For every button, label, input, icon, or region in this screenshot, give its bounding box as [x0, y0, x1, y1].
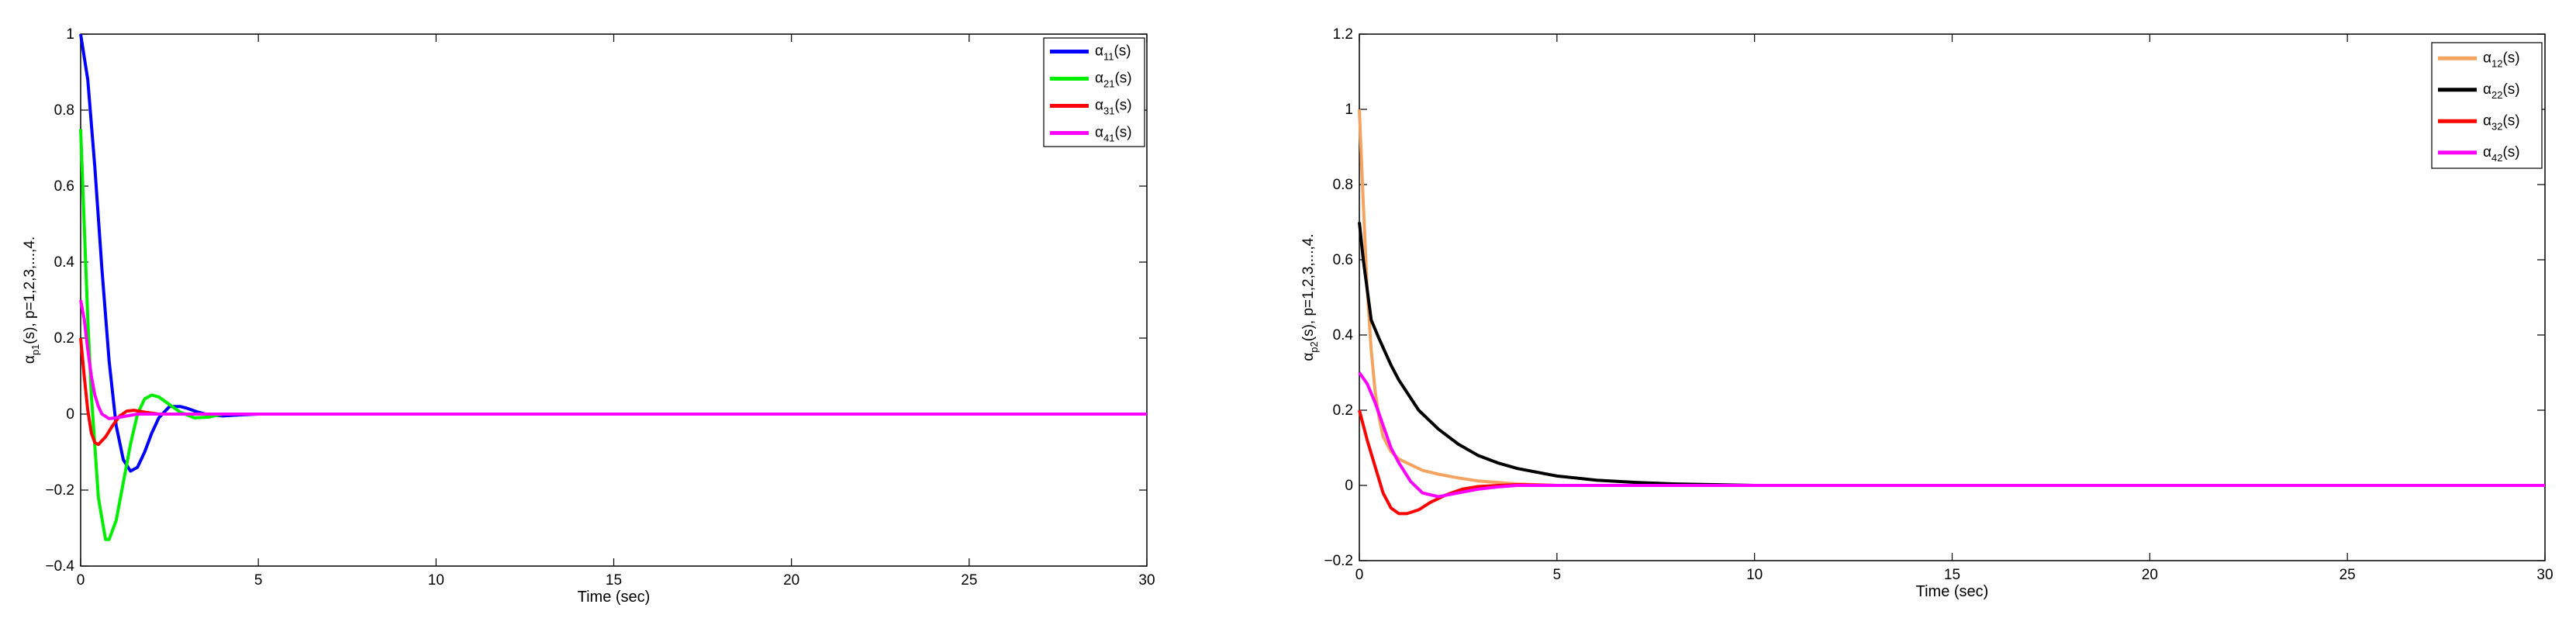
y-tick-label: 0 [1345, 478, 1353, 494]
legend: α12(s) α22(s) α32(s) α42(s) [2431, 42, 2543, 169]
y-tick-label: 0.6 [54, 178, 74, 195]
x-tick-label: 0 [1355, 567, 1364, 583]
x-tick-label: 20 [783, 572, 799, 589]
x-tick-label: 25 [961, 572, 977, 589]
y-axis-label: αp1(s), p=1,2,3,...,4. [22, 237, 41, 364]
x-tick-label: 30 [1138, 572, 1155, 589]
x-tick-label: 20 [2142, 567, 2158, 583]
series-line-12 [1358, 109, 1557, 487]
series-line-22 [1358, 222, 1755, 487]
x-axis-label: Time (sec) [1916, 583, 1989, 600]
legend-label: α31(s) [1095, 98, 1132, 117]
y-tick-label: −0.2 [1324, 553, 1353, 569]
x-tick-label: 10 [1746, 567, 1763, 583]
plot-area [80, 33, 1148, 567]
series-line-21 [79, 129, 223, 541]
y-tick-label: 1.2 [1333, 26, 1353, 43]
legend-label: α21(s) [1095, 71, 1132, 90]
x-tick-label: 5 [1553, 567, 1562, 583]
y-tick-label: 0.4 [1333, 327, 1354, 344]
legend-label: α41(s) [1095, 125, 1132, 144]
x-tick-label: 0 [77, 572, 85, 589]
y-tick-label: 0 [66, 406, 74, 423]
series-line-31 [79, 337, 188, 447]
series-line-41 [79, 299, 1147, 420]
series-line-32 [1358, 409, 1557, 516]
legend-box [1043, 37, 1145, 147]
x-tick-label: 5 [254, 572, 263, 589]
y-axis-label: αp2(s), p=1,2,3,...,4. [1300, 233, 1320, 361]
y-tick-label: −0.4 [45, 558, 74, 575]
legend-label: α11(s) [1095, 43, 1131, 63]
legend-label: α42(s) [2483, 144, 2520, 164]
plot-area [1359, 33, 2546, 561]
legend-box [2431, 42, 2543, 169]
x-tick-label: 15 [606, 572, 622, 589]
y-tick-label: 1 [1345, 102, 1353, 118]
y-tick-label: 0.8 [54, 102, 74, 119]
legend: α11(s) α21(s) α31(s) α41(s) [1043, 37, 1145, 147]
legend-label: α32(s) [2483, 112, 2520, 132]
chart-1: 0 5 10 15 20 25 30 −0.4 −0.2 0 0.2 0.4 0.6 0.8 1 Time (… [22, 26, 1155, 606]
y-tick-label: 0.8 [1333, 177, 1353, 193]
y-tick-label: 1 [66, 26, 74, 43]
y-tick-label: 0.2 [54, 330, 74, 347]
y-tick-label: 0.2 [1333, 402, 1353, 419]
y-tick-label: −0.2 [45, 482, 74, 499]
x-tick-label: 25 [2339, 567, 2356, 583]
x-tick-label: 10 [428, 572, 444, 589]
y-tick-label: 0.6 [1333, 252, 1353, 268]
series-line-42 [1358, 371, 2545, 499]
x-tick-label: 30 [2536, 567, 2553, 583]
y-tick-label: 0.4 [54, 254, 75, 271]
legend-label: α12(s) [2483, 50, 2520, 69]
legend-label: α22(s) [2483, 81, 2520, 101]
x-axis-label: Time (sec) [578, 589, 651, 606]
x-tick-label: 15 [1944, 567, 1960, 583]
